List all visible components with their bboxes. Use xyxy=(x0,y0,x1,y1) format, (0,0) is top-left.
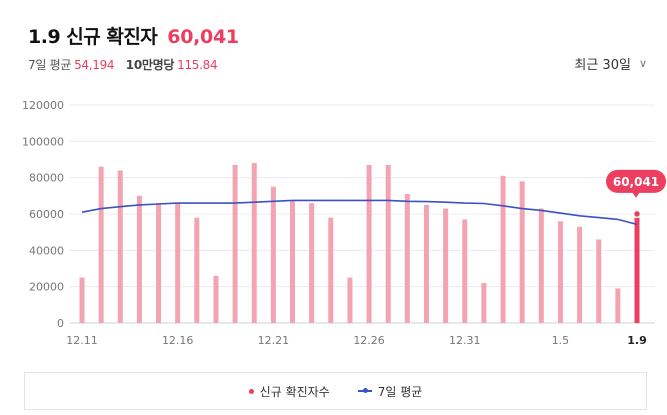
bar xyxy=(213,275,219,323)
bar xyxy=(328,217,334,323)
avg-line xyxy=(81,199,638,226)
callout-bubble xyxy=(606,169,666,193)
bar xyxy=(634,213,640,323)
legend-label-daily: 신규 확진자수 xyxy=(259,384,330,399)
y-tick-label: 20000 xyxy=(29,281,64,294)
legend-item-daily[interactable]: 신규 확진자수 xyxy=(248,383,330,400)
bar xyxy=(290,201,296,323)
per100k-value: 115.84 xyxy=(177,58,218,72)
avg-value: 54,194 xyxy=(74,58,115,72)
bar xyxy=(347,277,353,323)
bar xyxy=(309,203,315,323)
y-tick-label: 40000 xyxy=(29,244,64,257)
highlight-point xyxy=(632,209,642,219)
legend-dot-icon xyxy=(248,388,254,394)
bar xyxy=(481,283,487,323)
y-tick-label: 60000 xyxy=(29,208,64,221)
bar xyxy=(270,186,276,323)
bar xyxy=(136,195,142,323)
bar xyxy=(500,175,506,323)
summary-row: 7일 평균 54,194 10만명당 115.84 xyxy=(28,56,218,73)
title-row: 1.9 신규 확진자 60,041 xyxy=(28,22,239,49)
y-tick-label: 100000 xyxy=(22,135,64,148)
callout-pointer xyxy=(632,191,640,198)
x-tick-label: 12.21 xyxy=(258,334,290,347)
chevron-down-icon: ∨ xyxy=(638,57,647,70)
chart: 0 20000 40000 60000 80000 100000 120000 60,041 1… xyxy=(22,99,666,347)
x-tick-label: 12.31 xyxy=(449,334,481,347)
bar xyxy=(615,288,621,323)
bar xyxy=(462,219,468,323)
bar xyxy=(423,204,429,323)
bar xyxy=(385,164,391,323)
range-label: 최근 30일 xyxy=(574,58,631,73)
bar xyxy=(443,208,449,323)
bar xyxy=(596,239,602,323)
y-tick-label: 120000 xyxy=(22,99,64,112)
bar xyxy=(175,203,181,323)
legend-label-avg: 7일 평균 xyxy=(377,384,423,399)
x-tick-label: 12.11 xyxy=(66,334,98,347)
per100k-label: 10만명당 xyxy=(125,58,175,72)
bar xyxy=(79,277,85,323)
range-dropdown[interactable]: 최근 30일 ∨ xyxy=(574,54,647,73)
x-tick-label: 12.16 xyxy=(162,334,194,347)
bar xyxy=(538,208,544,323)
page-title: 1.9 신규 확진자 xyxy=(28,26,158,48)
legend: 신규 확진자수 7일 평균 xyxy=(24,372,647,410)
y-tick-label: 0 xyxy=(57,317,64,330)
bar xyxy=(117,170,123,323)
callout-label: 60,041 xyxy=(613,175,659,189)
today-count: 60,041 xyxy=(167,26,239,48)
bar xyxy=(156,203,162,323)
avg-label: 7일 평균 xyxy=(28,58,72,72)
legend-item-avg[interactable]: 7일 평균 xyxy=(357,383,423,400)
legend-line-icon xyxy=(357,388,372,393)
y-tick-label: 80000 xyxy=(29,172,64,185)
bar xyxy=(194,217,200,323)
bar xyxy=(519,181,525,323)
bar xyxy=(232,164,238,323)
bar xyxy=(404,194,410,323)
bar xyxy=(577,226,583,323)
x-tick-label: 12.26 xyxy=(353,334,385,347)
bar xyxy=(98,166,104,323)
bar xyxy=(251,163,257,323)
bar xyxy=(557,221,563,323)
x-tick-label: 1.5 xyxy=(552,334,570,347)
bar xyxy=(366,164,372,323)
x-tick-label: 1.9 xyxy=(627,334,647,347)
